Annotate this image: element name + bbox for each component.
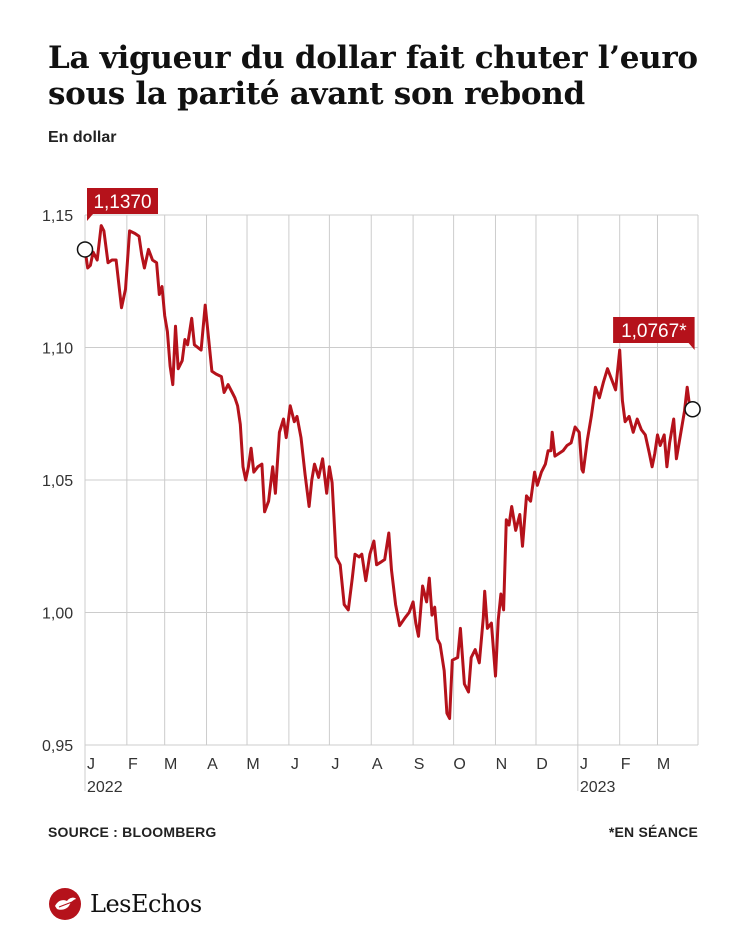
- chart-title: La vigueur du dollar fait chuter l’euro …: [48, 40, 698, 112]
- x-tick-label: S: [414, 756, 425, 773]
- x-tick-label: D: [536, 756, 548, 773]
- y-tick-label: 1,00: [42, 606, 73, 623]
- x-tick-label: A: [372, 756, 383, 773]
- x-tick-label: M: [246, 756, 259, 773]
- x-tick-label: A: [207, 756, 218, 773]
- x-tick-label: J: [580, 756, 588, 773]
- value-label: 1,1370: [93, 192, 151, 213]
- source-label: SOURCE : BLOOMBERG: [48, 824, 217, 840]
- x-tick-label: M: [657, 756, 670, 773]
- x-tick-label: F: [621, 756, 631, 773]
- y-tick-label: 1,05: [42, 473, 73, 490]
- line-chart: J F M A M J J A S O N D J F M 1,15 1,10 1,05 1,00 0,95 2022 2…: [42, 188, 701, 796]
- point-marker: [684, 400, 701, 418]
- unit-label: En dollar: [48, 129, 117, 146]
- x-tick-label: J: [291, 756, 299, 773]
- point-marker: [76, 241, 94, 258]
- year-label: 2022: [87, 779, 123, 796]
- footnote-label: *EN SÉANCE: [608, 824, 698, 840]
- x-tick-label: F: [128, 756, 138, 773]
- y-tick-label: 0,95: [42, 738, 73, 755]
- x-tick-label: O: [453, 756, 465, 773]
- y-tick-label: 1,15: [42, 208, 73, 225]
- y-tick-label: 1,10: [42, 341, 73, 358]
- value-label: 1,0767*: [621, 321, 687, 342]
- year-label: 2023: [580, 779, 616, 796]
- x-tick-label: J: [331, 756, 339, 773]
- value-label-box: [87, 188, 158, 214]
- les-echos-logo: LesEchos: [48, 887, 202, 921]
- x-tick-label: M: [164, 756, 177, 773]
- x-tick-label: N: [496, 756, 508, 773]
- value-label-box: [613, 317, 695, 343]
- logo-icon: [49, 888, 81, 920]
- value-label-pointer: [87, 214, 93, 221]
- x-tick-label: J: [87, 756, 95, 773]
- series-line: [83, 224, 695, 720]
- value-label-pointer: [688, 343, 695, 350]
- logo-text: LesEchos: [90, 890, 202, 918]
